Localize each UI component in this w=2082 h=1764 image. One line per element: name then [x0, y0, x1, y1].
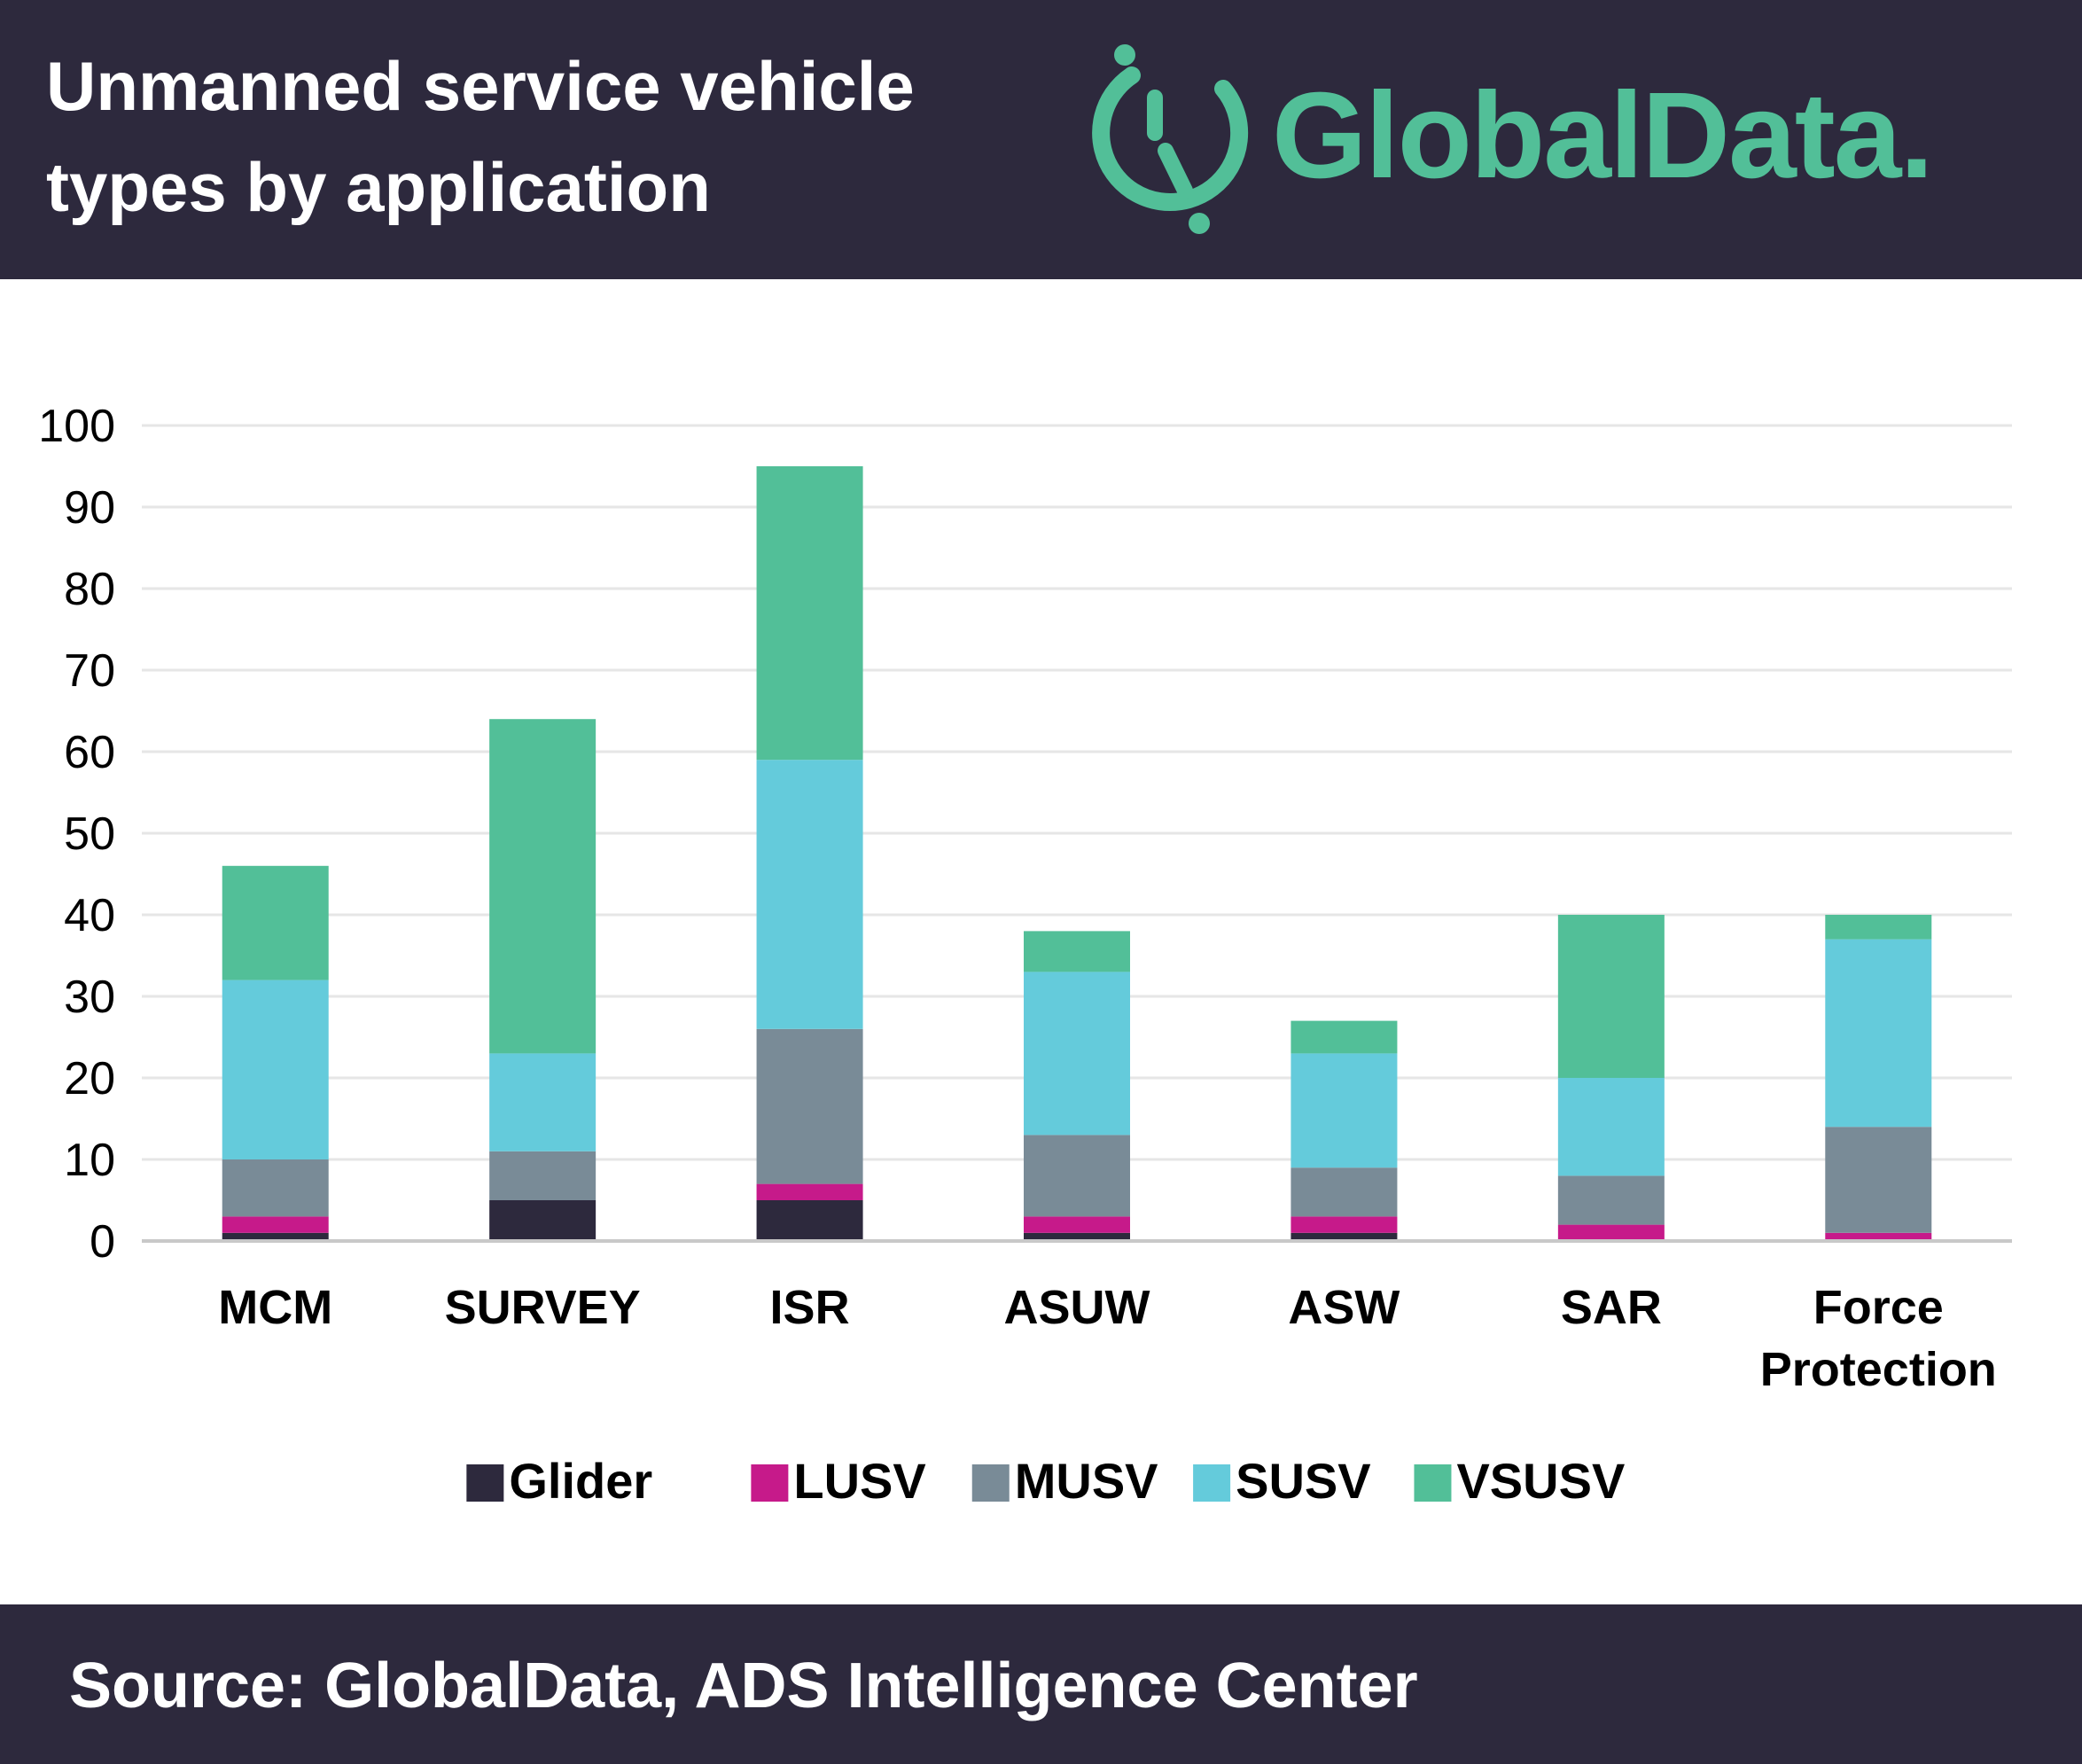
stacked-bar-chart: 0 10 20 30 40 50 60 70 80 90 100 MCM SURVEY ISR ASUW A… — [38, 401, 2012, 1509]
x-tick-label: ASW — [1288, 1281, 1400, 1334]
bar-segment-glider — [1291, 1232, 1398, 1241]
y-tick-label: 0 — [90, 1216, 115, 1268]
bar-segment-musv — [222, 1159, 329, 1217]
y-tick-label: 100 — [38, 401, 115, 452]
bar-segment-glider — [489, 1200, 597, 1241]
y-tick-label: 50 — [64, 808, 115, 860]
gridlines — [142, 424, 2012, 1161]
bars — [222, 466, 1932, 1241]
legend: Glider LUSV MUSV SUSV VSUSV — [466, 1453, 1625, 1509]
y-tick-label: 60 — [64, 727, 115, 778]
bar-segment-susv — [1291, 1053, 1398, 1168]
legend-swatch-lusv — [751, 1464, 789, 1502]
legend-label-glider: Glider — [509, 1453, 652, 1509]
y-tick-label: 70 — [64, 645, 115, 697]
bar-segment-vsusv — [1024, 931, 1130, 972]
legend-label-susv: SUSV — [1236, 1453, 1371, 1509]
chart-area: 0 10 20 30 40 50 60 70 80 90 100 MCM SURVEY ISR ASUW A… — [0, 279, 2082, 1604]
y-tick-label: 30 — [64, 972, 115, 1023]
bar-segment-susv — [1557, 1078, 1665, 1176]
legend-swatch-susv — [1193, 1464, 1231, 1502]
x-tick-label: SAR — [1561, 1281, 1662, 1334]
bar-segment-lusv — [1557, 1224, 1665, 1241]
globaldata-logo-text: GlobalData. — [1272, 67, 1934, 204]
bar-segment-vsusv — [1291, 1020, 1398, 1054]
legend-swatch-musv — [971, 1464, 1010, 1502]
bar-segment-lusv — [222, 1216, 329, 1233]
bar-segment-musv — [489, 1151, 597, 1200]
y-tick-label: 20 — [64, 1053, 115, 1104]
bar-segment-vsusv — [222, 865, 329, 980]
bar-segment-susv — [489, 1053, 597, 1151]
bar-segment-susv — [1825, 939, 1932, 1128]
bar-segment-musv — [1024, 1135, 1130, 1217]
legend-label-vsusv: VSUSV — [1456, 1453, 1625, 1509]
x-tick-label: Force — [1813, 1281, 1944, 1334]
bar-segment-susv — [756, 760, 863, 1029]
globaldata-logo: GlobalData. — [1077, 35, 2061, 239]
legend-label-musv: MUSV — [1015, 1453, 1158, 1509]
y-axis-ticks: 0 10 20 30 40 50 60 70 80 90 100 — [38, 401, 115, 1268]
bar-segment-lusv — [1291, 1216, 1398, 1233]
bar-segment-vsusv — [1825, 915, 1932, 940]
bar-segment-vsusv — [1557, 915, 1665, 1078]
x-tick-label: ISR — [770, 1281, 850, 1334]
chart-title: Unmanned service vehicle types by applic… — [46, 47, 915, 226]
bar-segment-musv — [1825, 1127, 1932, 1233]
bar-segment-vsusv — [489, 719, 597, 1054]
legend-swatch-glider — [466, 1464, 504, 1502]
source-note: Source: GlobalData, ADS Intelligence Cen… — [69, 1651, 1418, 1721]
bar-segment-lusv — [1825, 1232, 1932, 1241]
bar-segment-musv — [1557, 1175, 1665, 1225]
x-tick-label: SURVEY — [445, 1281, 641, 1334]
x-tick-label: ASUW — [1004, 1281, 1150, 1334]
bar-segment-vsusv — [756, 466, 863, 761]
bar-segment-susv — [1024, 972, 1130, 1136]
globaldata-logo-icon — [1092, 44, 1249, 234]
bar-segment-lusv — [756, 1183, 863, 1200]
bar-segment-glider — [756, 1200, 863, 1241]
bar-segment-musv — [756, 1028, 863, 1184]
legend-label-lusv: LUSV — [793, 1453, 925, 1509]
header-banner: Unmanned service vehicle types by applic… — [0, 0, 2082, 279]
legend-swatch-vsusv — [1414, 1464, 1452, 1502]
y-tick-label: 80 — [64, 564, 115, 615]
bar-segment-susv — [222, 980, 329, 1159]
bar-segment-lusv — [1024, 1216, 1130, 1233]
y-tick-label: 10 — [64, 1135, 115, 1186]
bar-segment-glider — [1024, 1232, 1130, 1241]
x-axis-labels: MCM SURVEY ISR ASUW ASW SAR Force Protection — [218, 1281, 1997, 1396]
x-tick-label: Protection — [1760, 1343, 1997, 1396]
bar-segment-musv — [1291, 1167, 1398, 1217]
footer-banner: Source: GlobalData, ADS Intelligence Cen… — [0, 1604, 2082, 1764]
bar-segment-glider — [222, 1232, 329, 1241]
y-tick-label: 40 — [64, 890, 115, 941]
y-tick-label: 90 — [64, 482, 115, 534]
x-tick-label: MCM — [218, 1281, 332, 1334]
